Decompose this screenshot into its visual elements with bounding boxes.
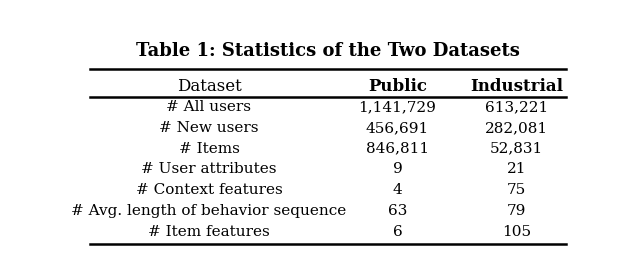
Text: # Item features: # Item features	[148, 225, 270, 239]
Text: 456,691: 456,691	[366, 121, 429, 135]
Text: # New users: # New users	[159, 121, 259, 135]
Text: Table 1: Statistics of the Two Datasets: Table 1: Statistics of the Two Datasets	[136, 42, 520, 60]
Text: 1,141,729: 1,141,729	[358, 100, 436, 114]
Text: Dataset: Dataset	[177, 78, 241, 95]
Text: # All users: # All users	[166, 100, 252, 114]
Text: 105: 105	[502, 225, 531, 239]
Text: 4: 4	[392, 183, 403, 197]
Text: 52,831: 52,831	[490, 142, 543, 156]
Text: 9: 9	[392, 163, 403, 176]
Text: 846,811: 846,811	[366, 142, 429, 156]
Text: 63: 63	[388, 204, 407, 218]
Text: # Avg. length of behavior sequence: # Avg. length of behavior sequence	[71, 204, 347, 218]
Text: Industrial: Industrial	[470, 78, 563, 95]
Text: 79: 79	[507, 204, 526, 218]
Text: # Items: # Items	[179, 142, 239, 156]
Text: 6: 6	[392, 225, 403, 239]
Text: Public: Public	[368, 78, 427, 95]
Text: # Context features: # Context features	[136, 183, 282, 197]
Text: 282,081: 282,081	[485, 121, 548, 135]
Text: # User attributes: # User attributes	[141, 163, 276, 176]
Text: 21: 21	[507, 163, 526, 176]
Text: 613,221: 613,221	[485, 100, 548, 114]
Text: 75: 75	[507, 183, 526, 197]
